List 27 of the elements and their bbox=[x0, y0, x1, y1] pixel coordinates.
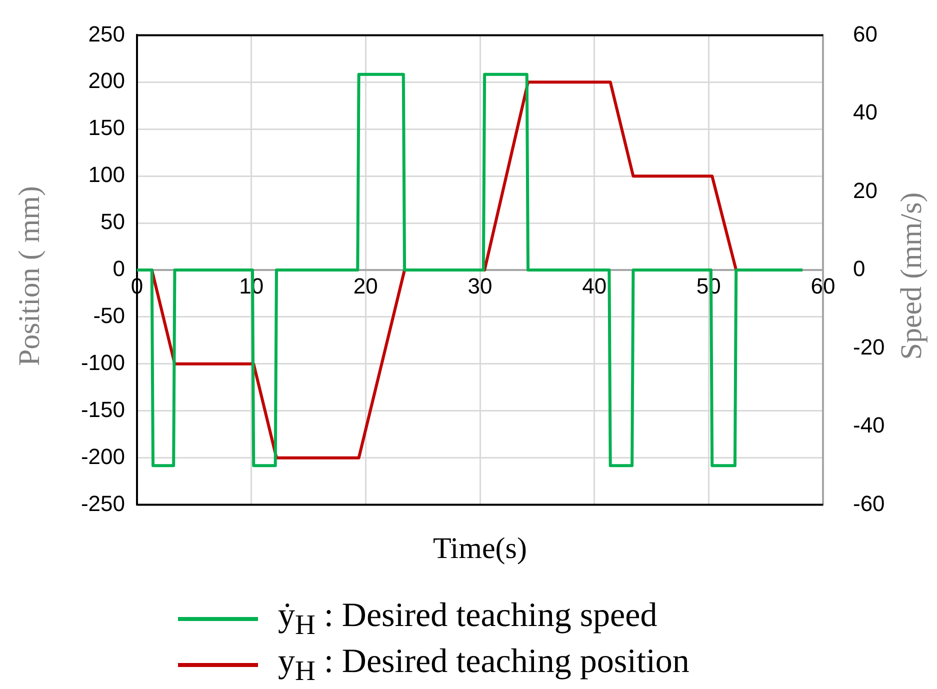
y-tick-label: 0 bbox=[112, 256, 125, 282]
y2-tick-label: -60 bbox=[853, 490, 885, 516]
y-tick-label: 50 bbox=[100, 209, 125, 234]
legend-label: ẏ$_{H}$ : Desired teaching speed bbox=[278, 596, 658, 642]
y-tick-label: -200 bbox=[80, 444, 125, 469]
x-tick-label: 60 bbox=[810, 273, 836, 298]
y-tick-label: 100 bbox=[88, 162, 125, 188]
legend-label: y$_{H}$ : Desired teaching position bbox=[278, 642, 690, 688]
x-tick-label: 30 bbox=[468, 273, 492, 298]
x-tick-label: 20 bbox=[353, 273, 378, 298]
y2-tick-label: -40 bbox=[853, 412, 885, 438]
y-axis-title: Position ( mm) bbox=[13, 186, 47, 366]
y-tick-label: -100 bbox=[80, 350, 125, 375]
y-tick-label: 150 bbox=[88, 115, 125, 140]
y2-tick-label: 40 bbox=[853, 100, 878, 125]
y-tick-label: 250 bbox=[88, 21, 125, 46]
x-tick-label: 40 bbox=[582, 273, 607, 298]
y-tick-label: -150 bbox=[80, 396, 125, 422]
y-tick-label: -250 bbox=[80, 490, 125, 516]
y2-tick-label: 20 bbox=[853, 178, 878, 203]
y2-tick-label: -20 bbox=[853, 334, 885, 360]
y2-tick-label: 0 bbox=[853, 256, 866, 282]
y2-tick-label: 60 bbox=[853, 21, 878, 46]
y2-axis-title: Speed (mm/s) bbox=[895, 192, 929, 360]
x-axis-title: Time(s) bbox=[432, 532, 528, 566]
y-tick-label: -50 bbox=[93, 303, 125, 328]
y-tick-label: 200 bbox=[88, 68, 125, 94]
